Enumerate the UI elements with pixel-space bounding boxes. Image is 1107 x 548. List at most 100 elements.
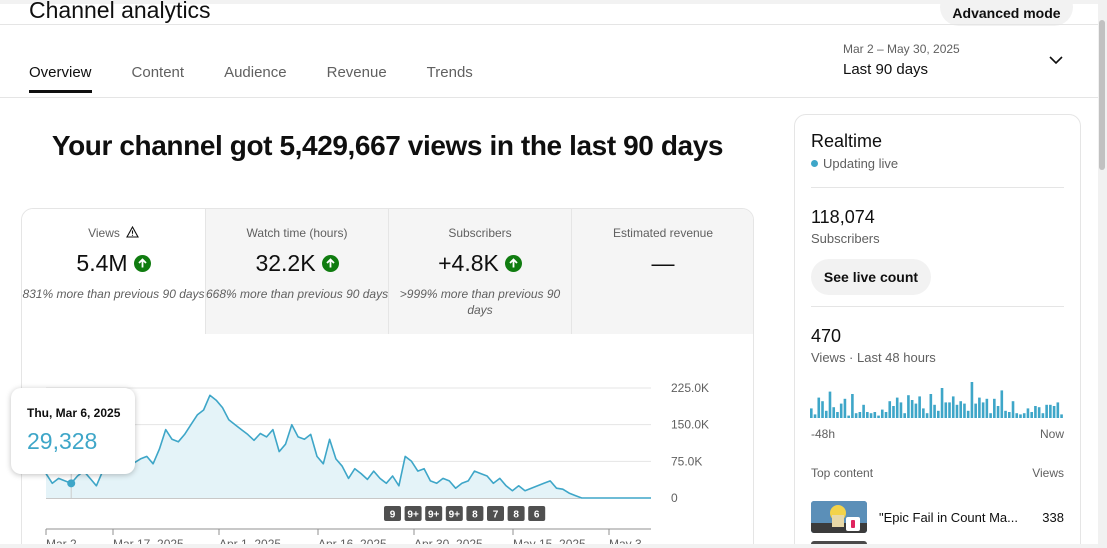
realtime-bar [858,412,862,418]
badge-label: 6 [534,510,540,521]
realtime-bar [1060,414,1063,418]
realtime-bar-chart[interactable] [810,380,1064,418]
badge-box [466,506,484,521]
realtime-bar [1041,413,1045,418]
scrollbar-thumb[interactable] [1099,20,1105,170]
metric-label: Views [22,226,205,242]
tab-audience[interactable]: Audience [224,64,287,81]
badge-label: 8 [472,510,478,521]
headline: Your channel got 5,429,667 views in the … [51,130,724,161]
realtime-bar [903,413,906,418]
realtime-bar [1030,412,1033,418]
realtime-bar [1052,406,1056,418]
x-tick-label: May 3 [609,537,642,548]
badge-label: 9 [390,510,396,521]
realtime-subscribers: 118,074 [811,207,875,227]
realtime-bar [851,394,854,418]
realtime-bar [1019,414,1022,418]
realtime-bar [1045,404,1048,418]
realtime-bar [963,403,966,418]
realtime-bar [981,402,985,418]
advanced-mode-button[interactable]: Advanced mode [940,0,1073,26]
realtime-bar [832,407,836,418]
badge-box [507,506,525,521]
realtime-bar [951,396,955,418]
top-content-views: 338 [1042,510,1064,525]
tooltip-date: Thu, Mar 6, 2025 [27,406,121,420]
metric-tab-watch-time[interactable]: Watch time (hours) 32.2K 668% more than … [205,209,388,334]
x-tick-label: Mar 2 [46,537,77,548]
y-tick-label: 225.0K [671,381,709,395]
top-content-views-label: Views [1032,466,1064,480]
realtime-bar [914,403,918,418]
x-tick-label: Apr 1, 2025 [219,537,281,548]
realtime-bar [836,412,839,418]
upload-badge: 6 [528,506,546,521]
realtime-bar [899,402,903,418]
metric-tab-revenue[interactable]: Estimated revenue — [571,209,753,334]
views-chart[interactable]: 225.0K 150.0K 75.0K 0 9 9+ 9+ 9+ 8 7 8 6 Mar 2 Mar 17… [0,340,760,548]
series-area [46,395,651,498]
badge-label: 7 [493,510,499,521]
see-live-count-button[interactable]: See live count [811,259,931,295]
date-preset-text: Last 90 days [843,61,929,78]
realtime-bar [944,402,948,418]
upload-badge: 8 [466,506,484,521]
realtime-bar [929,394,933,418]
upload-badge: 9+ [445,506,463,521]
realtime-axis-start: -48h [811,427,836,441]
realtime-bar [877,415,880,418]
realtime-bar [993,398,996,418]
warning-icon[interactable] [125,226,139,238]
realtime-views: 470 [811,326,842,346]
badge-box [487,506,504,521]
realtime-card: Realtime Updating live 118,074 Subscribe… [794,114,1081,548]
realtime-bar [821,401,824,418]
realtime-bar [937,410,940,418]
metric-tab-views[interactable]: Views 5.4M 831% more than previous 90 da… [22,209,205,334]
metric-tab-subscribers[interactable]: Subscribers +4.8K >999% more than previo… [388,209,571,334]
realtime-bar [996,406,1000,418]
top-content-title: "Epic Fail in Count Ma... [879,510,1019,525]
tab-revenue[interactable]: Revenue [326,64,387,81]
y-tick-label: 75.0K [671,454,702,468]
page-scrollbar[interactable] [1098,0,1107,548]
upload-badge: 9+ [404,506,422,521]
highlight-point [67,479,76,488]
realtime-bar [1000,390,1004,418]
realtime-subscribers-label: Subscribers [811,231,880,246]
metric-value: — [651,249,675,276]
realtime-bar [869,413,873,418]
metric-value: 32.2K [206,248,388,278]
tooltip-value: 29,328 [27,428,98,454]
realtime-bar [922,408,925,418]
upload-badge: 9+ [425,506,443,521]
chevron-down-icon [1049,56,1063,65]
realtime-bar [862,404,865,418]
realtime-bar [854,413,858,418]
badge-box [425,506,443,521]
realtime-bar [873,412,877,418]
top-content-item[interactable]: "Epic Fail in Count Ma... 338 [811,501,1064,533]
tab-overview[interactable]: Overview [29,64,92,93]
date-range-picker[interactable]: Mar 2 – May 30, 2025 Last 90 days [843,42,1073,84]
metric-value: +4.8K [389,248,571,278]
realtime-bar [970,382,974,418]
metric-card: Views 5.4M 831% more than previous 90 da… [21,208,754,548]
arrow-up-icon [504,254,522,272]
tab-trends[interactable]: Trends [426,64,473,81]
tab-content[interactable]: Content [131,64,185,81]
metric-label: Watch time (hours) [246,226,348,240]
metric-compare: 831% more than previous 90 days [22,287,205,301]
realtime-title: Realtime [811,131,883,151]
x-tick-label: Apr 16, 2025 [318,537,387,548]
realtime-bar [1015,413,1019,418]
realtime-bar [888,401,892,418]
realtime-bar [1049,404,1052,418]
bottom-strip [0,544,1098,548]
header-divider [0,24,1098,25]
metric-tabs: Views 5.4M 831% more than previous 90 da… [22,209,753,334]
realtime-bar [1056,402,1060,418]
page-title: Channel analytics [29,0,211,23]
realtime-bar [918,396,921,418]
